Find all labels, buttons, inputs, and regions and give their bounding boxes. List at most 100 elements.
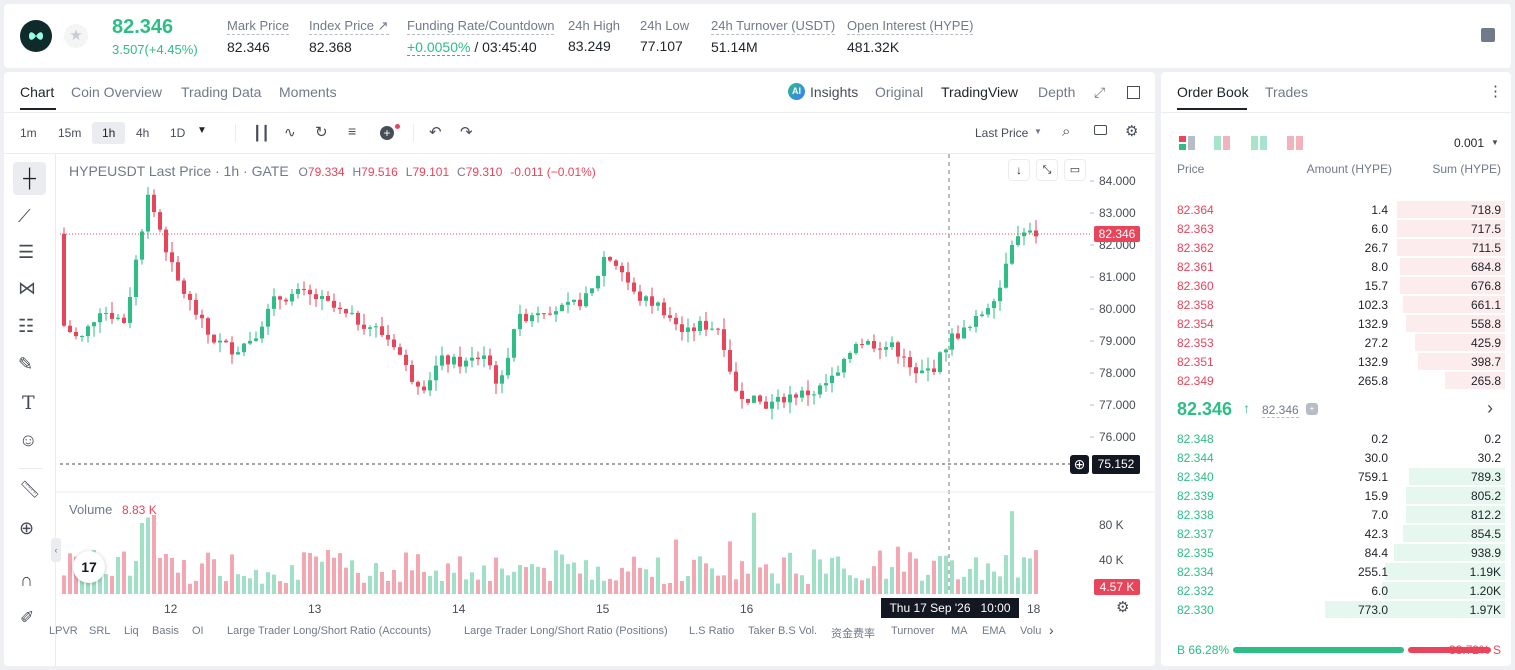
bid-row[interactable]: 82.339 15.9 805.2	[1161, 486, 1511, 505]
indicator-item[interactable]: Basis	[152, 625, 179, 637]
view-asks-icon[interactable]	[1287, 136, 1303, 150]
indicator-scroll-right-icon[interactable]: ›	[1049, 622, 1054, 638]
timeframe-dropdown-icon[interactable]: ▼	[197, 125, 207, 136]
bid-row[interactable]: 82.334 255.1 1.19K	[1161, 562, 1511, 581]
ask-row[interactable]: 82.358 102.3 661.1	[1161, 295, 1511, 314]
axis-settings-gear-icon[interactable]: ⚙	[1116, 599, 1130, 616]
indicator-item[interactable]: EMA	[982, 625, 1006, 637]
timeframe-15m[interactable]: 15m	[58, 126, 82, 140]
indicator-item[interactable]: SRL	[89, 625, 111, 637]
price-type-caret-icon[interactable]: ▼	[1034, 127, 1042, 136]
camera-icon[interactable]	[1094, 125, 1107, 135]
bid-row[interactable]: 82.344 30.0 30.2	[1161, 448, 1511, 467]
ruler-tool-icon[interactable]: 📏︎	[19, 480, 41, 499]
tab-chart[interactable]: Chart	[20, 84, 55, 100]
bid-row[interactable]: 82.330 773.0 1.97K	[1161, 600, 1511, 619]
timeframe-4h[interactable]: 4h	[136, 126, 150, 140]
bid-row[interactable]: 82.332 6.0 1.20K	[1161, 581, 1511, 600]
bid-row[interactable]: 82.340 759.1 789.3	[1161, 467, 1511, 486]
emoji-tool-icon[interactable]: ☺	[19, 430, 38, 450]
indicator-item[interactable]: Turnover	[891, 625, 935, 637]
bid-row[interactable]: 82.348 0.2 0.2	[1161, 429, 1511, 448]
more-chevron-right-icon[interactable]: ›	[1487, 398, 1493, 418]
tab-coin-overview[interactable]: Coin Overview	[71, 84, 163, 100]
zoom-in-icon[interactable]: ⊕	[19, 518, 35, 538]
stat-24h-high: 24h High 83.249	[568, 18, 621, 54]
bid-row[interactable]: 82.335 84.4 938.9	[1161, 543, 1511, 562]
indicator-item[interactable]: Large Trader Long/Short Ratio (Positions…	[464, 625, 668, 637]
row-price: 82.339	[1177, 489, 1214, 503]
ask-row[interactable]: 82.364 1.4 718.9	[1161, 200, 1511, 219]
ask-row[interactable]: 82.353 27.2 425.9	[1161, 333, 1511, 352]
indicator-item[interactable]: Taker B.S Vol.	[748, 625, 818, 637]
ask-row[interactable]: 82.362 26.7 711.5	[1161, 238, 1511, 257]
tab-trades[interactable]: Trades	[1265, 84, 1309, 100]
more-options-icon[interactable]: ⋮	[1488, 83, 1503, 100]
view-original[interactable]: Original	[875, 84, 924, 100]
view-bids-icon[interactable]	[1251, 136, 1267, 150]
redo-icon[interactable]: ↷	[460, 124, 473, 141]
indicator-item[interactable]: L.S Ratio	[689, 625, 735, 637]
pattern-tool-icon[interactable]: ⋈	[18, 278, 36, 298]
insights-button[interactable]: Insights	[810, 84, 859, 100]
indicator-item[interactable]: 资金费率	[831, 628, 875, 640]
crosshair-tool-icon[interactable]: ┼	[13, 162, 46, 195]
ask-row[interactable]: 82.360 15.7 676.8	[1161, 276, 1511, 295]
search-icon[interactable]: ⌕	[1062, 123, 1071, 140]
ask-row[interactable]: 82.351 132.9 398.7	[1161, 352, 1511, 371]
brush-tool-icon[interactable]: ✎	[18, 354, 34, 374]
timeframe-1h[interactable]: 1h	[92, 122, 126, 144]
ask-row[interactable]: 82.349 265.8 265.8	[1161, 371, 1511, 390]
book-icon[interactable]	[1481, 28, 1495, 42]
candle-type-icon[interactable]: ┃┃	[253, 125, 270, 141]
trendline-tool-icon[interactable]: ⟋	[18, 206, 31, 226]
pencil-lock-icon[interactable]: ✐	[20, 608, 35, 627]
view-asks-bids-icon[interactable]	[1214, 136, 1230, 150]
window-icon[interactable]	[1127, 86, 1140, 99]
candlestick-chart[interactable]	[4, 72, 1155, 666]
collapse-toolbar-button[interactable]: ‹	[51, 538, 61, 562]
precision-caret-icon[interactable]: ▼	[1491, 138, 1499, 147]
indicator-icon[interactable]: ∿	[284, 124, 296, 140]
indicator-item[interactable]: Volu	[1020, 625, 1042, 637]
replay-icon[interactable]: ↻	[315, 124, 328, 141]
indicator-item[interactable]: MA	[951, 625, 968, 637]
stat-index-price[interactable]: Index Price ↗ 82.368	[309, 18, 389, 55]
bid-row[interactable]: 82.338 7.0 812.2	[1161, 505, 1511, 524]
tab-moments[interactable]: Moments	[279, 84, 337, 100]
indicator-item[interactable]: Large Trader Long/Short Ratio (Accounts)	[227, 625, 432, 637]
view-tradingview[interactable]: TradingView	[941, 84, 1019, 100]
ask-row[interactable]: 82.363 6.0 717.5	[1161, 219, 1511, 238]
template-icon[interactable]: ≡	[348, 123, 357, 139]
expand-icon[interactable]: ⤢	[1094, 84, 1106, 100]
tab-trading-data[interactable]: Trading Data	[181, 84, 262, 100]
view-depth[interactable]: Depth	[1038, 84, 1076, 100]
row-price: 82.351	[1177, 355, 1214, 369]
favorite-star-icon[interactable]: ★	[64, 24, 88, 48]
fib-tool-icon[interactable]: ☰	[18, 242, 35, 262]
add-indicator-icon[interactable]: +	[380, 126, 394, 140]
collapse-chart-button[interactable]: ⤡	[1036, 159, 1058, 181]
price-type-select[interactable]: Last Price	[975, 126, 1029, 140]
timeframe-1d[interactable]: 1D	[170, 126, 186, 140]
undo-icon[interactable]: ↶	[429, 124, 442, 141]
projection-tool-icon[interactable]: ☷	[18, 316, 35, 336]
indicator-item[interactable]: Liq	[124, 625, 139, 637]
ask-row[interactable]: 82.361 8.0 684.8	[1161, 257, 1511, 276]
tab-order-book[interactable]: Order Book	[1177, 84, 1249, 100]
magnet-icon[interactable]: ∩	[20, 570, 33, 590]
precision-select[interactable]: 0.001	[1454, 136, 1485, 150]
settings-gear-icon[interactable]: ⚙	[1125, 123, 1139, 140]
toggle-fullscreen-button[interactable]: ▭	[1064, 159, 1086, 181]
indicator-item[interactable]: LPVR	[49, 625, 78, 637]
candle-body	[206, 318, 210, 335]
scroll-down-button[interactable]: ↓	[1008, 159, 1030, 181]
add-alert-icon[interactable]: ⊕	[1070, 455, 1089, 474]
view-both-icon[interactable]	[1179, 136, 1195, 150]
bid-row[interactable]: 82.337 42.3 854.5	[1161, 524, 1511, 543]
row-price: 82.360	[1177, 279, 1214, 293]
ask-row[interactable]: 82.354 132.9 558.8	[1161, 314, 1511, 333]
timeframe-1m[interactable]: 1m	[20, 126, 37, 140]
text-tool-icon[interactable]: T	[22, 392, 35, 414]
indicator-item[interactable]: OI	[192, 625, 204, 637]
